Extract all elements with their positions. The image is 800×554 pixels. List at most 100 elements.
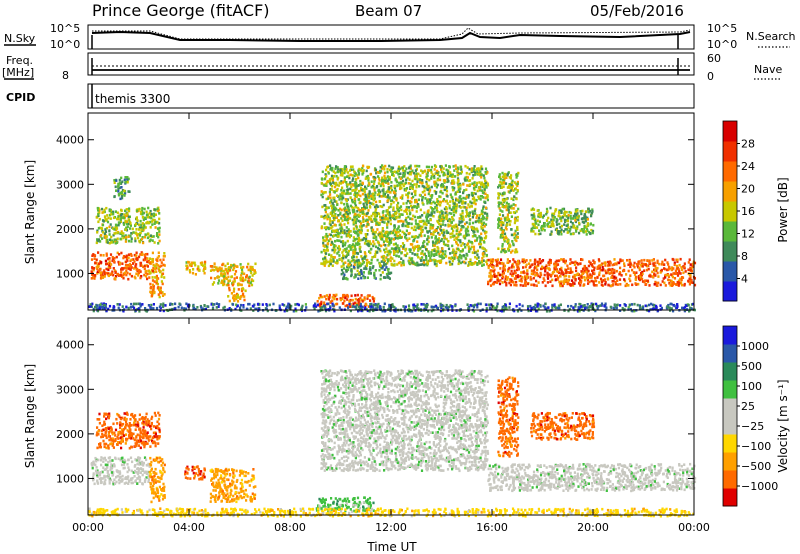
power-cell [139, 261, 143, 265]
power-cell [110, 212, 113, 216]
power-cell [399, 187, 402, 191]
power-cell [639, 276, 642, 279]
power-cell [584, 215, 587, 219]
power-cell [388, 186, 391, 189]
power-cell [347, 230, 351, 234]
power-cell [385, 266, 388, 269]
power-cell [325, 226, 328, 229]
power-cell [230, 275, 233, 279]
power-cell [210, 265, 213, 268]
power-cell [583, 275, 586, 279]
power-cell [469, 258, 472, 261]
power-cell [341, 181, 344, 184]
power-cell [340, 223, 343, 227]
power-cell [393, 250, 397, 254]
power-cell [468, 218, 471, 222]
power-cell [319, 305, 322, 308]
power-cell [362, 189, 365, 192]
power-cell [389, 218, 392, 222]
power-cell [347, 251, 350, 255]
power-cell [247, 279, 250, 283]
power-cell [553, 262, 556, 266]
power-cell [122, 255, 126, 258]
power-cell [648, 274, 651, 278]
power-cell [633, 273, 637, 276]
power-cell [633, 271, 636, 274]
power-cell [459, 213, 462, 216]
power-cell [542, 266, 545, 270]
power-cell [357, 230, 360, 233]
power-cell [498, 282, 502, 286]
power-cell [395, 216, 398, 220]
power-cell [638, 278, 642, 282]
power-cell [544, 269, 547, 273]
power-cell [339, 231, 342, 235]
power-cell [565, 279, 568, 283]
power-cell [598, 273, 601, 277]
power-cell [348, 244, 351, 247]
power-cell [459, 239, 462, 242]
power-cell [325, 294, 328, 297]
power-cell [572, 281, 575, 285]
power-cell [441, 254, 444, 257]
power-cell [243, 272, 246, 276]
power-cell [386, 212, 389, 216]
power-cell [546, 281, 549, 284]
power-cell [378, 200, 381, 203]
power-cell [140, 275, 143, 278]
power-cell [581, 258, 584, 262]
power-cell [354, 248, 357, 251]
power-cell [351, 246, 354, 249]
power-cell [449, 252, 452, 255]
power-cell [353, 252, 356, 255]
power-cell [347, 249, 350, 253]
power-cell [445, 261, 448, 265]
power-cell [506, 213, 509, 216]
power-cell [343, 171, 346, 175]
power-cell [479, 238, 482, 242]
power-cell [501, 234, 504, 238]
power-cell [435, 263, 438, 266]
power-cell [386, 222, 389, 226]
power-cell [513, 217, 517, 221]
power-cell [459, 250, 462, 253]
power-cell [339, 168, 342, 172]
power-cell [132, 258, 135, 261]
power-cell [352, 206, 355, 210]
power-cell [492, 270, 495, 273]
power-cell [437, 202, 440, 206]
power-cell [399, 205, 403, 208]
power-cell [159, 291, 162, 294]
power-cell [524, 265, 527, 269]
power-cell [590, 274, 593, 278]
power-cell [326, 245, 329, 249]
power-cell [505, 281, 508, 285]
power-cell [320, 262, 323, 265]
power-cell [429, 188, 432, 192]
power-cell [418, 193, 421, 197]
power-cell [361, 164, 365, 168]
power-cell [580, 212, 583, 216]
power-cell [236, 265, 239, 268]
power-cell [649, 275, 652, 278]
power-cell [505, 197, 508, 201]
power-cell [486, 214, 489, 218]
power-cell [233, 277, 236, 280]
power-cell [432, 233, 435, 236]
power-cell [400, 264, 403, 267]
power-cell [443, 234, 446, 238]
power-cell [342, 293, 345, 297]
power-cell [374, 176, 377, 180]
power-cell [529, 259, 532, 262]
power-cell [246, 265, 249, 269]
power-cell [368, 192, 371, 195]
power-cell [595, 284, 598, 287]
power-cell [515, 173, 518, 177]
power-cell [345, 199, 348, 202]
power-cell [628, 258, 631, 262]
power-cell [392, 206, 395, 209]
power-cell [676, 260, 679, 263]
power-cell [468, 250, 471, 253]
power-cell [116, 272, 120, 276]
power-cell [641, 265, 644, 268]
